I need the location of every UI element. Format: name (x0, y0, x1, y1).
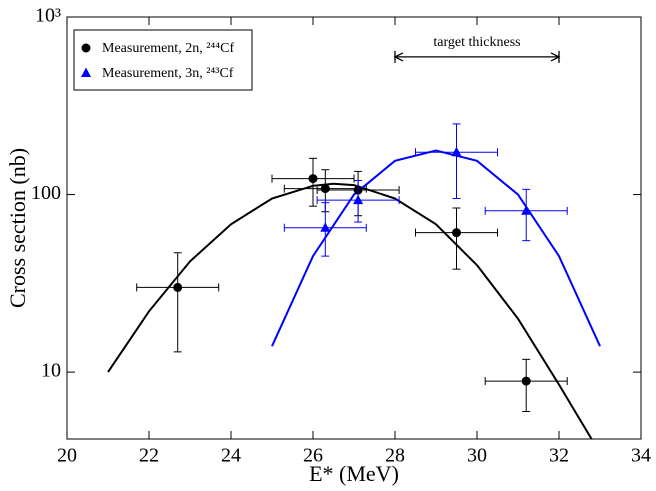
legend-marker (81, 67, 91, 77)
y-axis-label: Cross section (nb) (5, 148, 30, 308)
legend-marker (81, 43, 91, 53)
legend: Measurement, 2n, ²⁴⁴Cf Measurement, 3n, ²… (73, 29, 253, 91)
annotation-label: target thickness (433, 35, 520, 50)
data-point (320, 222, 331, 232)
data-point (320, 184, 330, 194)
x-tick-label: 32 (549, 445, 569, 467)
annotation-arrowhead (393, 52, 404, 62)
x-axis-label: E* (MeV) (309, 461, 399, 486)
data-point (173, 282, 183, 292)
x-tick-label: 26 (303, 445, 323, 467)
legend-box (73, 29, 253, 91)
fit-curve (271, 149, 601, 347)
x-tick-label: 24 (221, 445, 241, 467)
annotation-arrowhead (550, 52, 561, 62)
plot-frame (66, 16, 642, 440)
data-point (353, 194, 364, 205)
y-tick-label: 100 (31, 182, 61, 204)
x-tick-label: 28 (385, 445, 405, 467)
data-point (308, 174, 318, 184)
y-tick-label: 10³ (35, 5, 61, 27)
data-point (452, 228, 461, 238)
x-tick-label: 22 (139, 445, 159, 467)
legend-label: Measurement, 3n, ²⁴³Cf (102, 66, 234, 81)
data-point (451, 146, 462, 157)
fit-curve (107, 182, 593, 439)
x-tick-label: 30 (467, 445, 487, 467)
data-point (521, 376, 531, 386)
x-tick-label: 20 (57, 445, 77, 467)
plot-area (107, 123, 601, 439)
x-tick-label: 34 (631, 445, 651, 467)
y-tick-label: 10 (41, 360, 61, 382)
legend-label: Measurement, 2n, ²⁴⁴Cf (102, 41, 234, 56)
data-point (521, 205, 532, 215)
